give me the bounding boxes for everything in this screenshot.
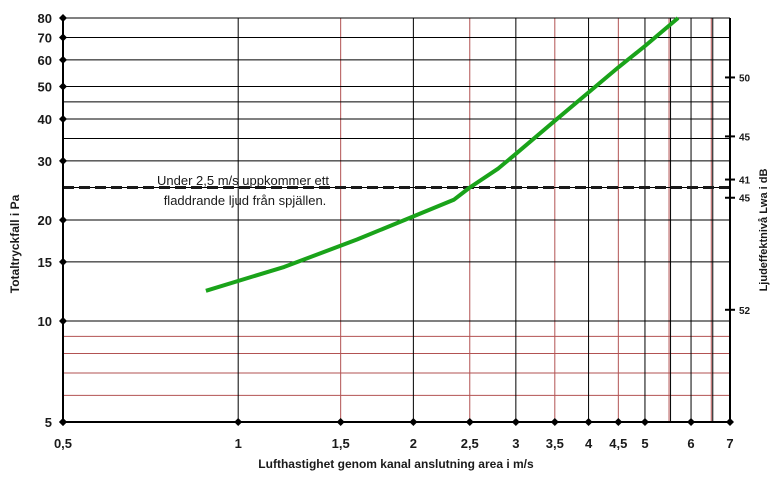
y-tick-label: 50 bbox=[38, 79, 52, 94]
x-tick-label: 4,5 bbox=[609, 436, 627, 451]
y-tick-marker bbox=[59, 156, 67, 165]
y-tick-label: 80 bbox=[38, 11, 52, 26]
right-tick-labels: 50 45 41 45 52 bbox=[739, 73, 751, 316]
x-tick-label: 3 bbox=[512, 436, 519, 451]
x-tick-label: 2 bbox=[410, 436, 417, 451]
x-axis-label: Lufthastighet genom kanal anslutning are… bbox=[258, 457, 534, 471]
y-tick-marker bbox=[59, 55, 67, 64]
annotation-line-2: fladdrande ljud från spjällen. bbox=[164, 193, 327, 208]
y-tick-marker bbox=[59, 82, 67, 91]
x-tick-label: 4 bbox=[585, 436, 593, 451]
right-tick-label: 45 bbox=[739, 132, 751, 143]
x-tick-marker bbox=[614, 418, 623, 426]
y-tick-marker bbox=[59, 14, 67, 22]
x-tick-label: 1,5 bbox=[332, 436, 350, 451]
y-tick-label: 30 bbox=[38, 154, 52, 169]
y-tick-marker bbox=[59, 257, 67, 266]
x-tick-label: 2,5 bbox=[461, 436, 479, 451]
y-tick-marker bbox=[59, 418, 67, 426]
x-tick-marker bbox=[584, 418, 593, 426]
y-tick-marker bbox=[59, 216, 67, 224]
right-tick-label: 52 bbox=[739, 306, 751, 317]
y2-axis-label: Ljudeffektnivå Lwa i dB bbox=[758, 169, 770, 292]
y-tick-labels: 5 10 15 20 30 40 50 60 70 80 bbox=[38, 11, 52, 430]
right-tick-label: 45 bbox=[739, 194, 751, 205]
annotation-line-1: Under 2,5 m/s uppkommer ett bbox=[157, 173, 329, 188]
right-tick-label: 50 bbox=[739, 73, 751, 84]
y-axis-label: Totaltryckfall i Pa bbox=[8, 194, 22, 293]
x-tick-marker bbox=[336, 418, 345, 426]
x-tick-marker bbox=[511, 418, 520, 426]
y-tick-label: 5 bbox=[45, 415, 52, 430]
x-tick-label: 0,5 bbox=[54, 436, 72, 451]
y-tick-marker bbox=[59, 317, 67, 325]
x-tick-marker bbox=[640, 418, 649, 426]
x-tick-label: 1 bbox=[235, 436, 242, 451]
x-tick-marker bbox=[234, 418, 243, 426]
y-tick-label: 60 bbox=[38, 53, 52, 68]
x-tick-marker bbox=[726, 418, 734, 426]
y-tick-label: 70 bbox=[38, 30, 52, 45]
x-tick-label: 3,5 bbox=[546, 436, 564, 451]
series-curve bbox=[205, 16, 680, 293]
x-tick-marker bbox=[465, 418, 474, 426]
x-tick-marker bbox=[409, 418, 418, 426]
y-tick-label: 20 bbox=[38, 213, 52, 228]
y-tick-label: 10 bbox=[38, 314, 52, 329]
grid-black-lines bbox=[63, 17, 731, 422]
y-tick-label: 40 bbox=[38, 112, 52, 127]
y-tick-label: 15 bbox=[38, 255, 52, 270]
x-tick-label: 5 bbox=[641, 436, 648, 451]
axis-tick-markers bbox=[59, 14, 735, 426]
x-tick-labels: 0,5 1 1,5 2 2,5 3 3,5 4 4,5 5 6 7 bbox=[54, 436, 734, 451]
y-tick-marker bbox=[59, 115, 67, 123]
y-tick-marker bbox=[59, 33, 67, 42]
x-tick-marker bbox=[550, 418, 559, 426]
right-tick-label: 41 bbox=[739, 176, 751, 187]
series-line-1 bbox=[205, 16, 680, 293]
x-tick-label: 7 bbox=[726, 436, 733, 451]
x-tick-label: 6 bbox=[687, 436, 694, 451]
x-tick-marker bbox=[687, 418, 696, 426]
